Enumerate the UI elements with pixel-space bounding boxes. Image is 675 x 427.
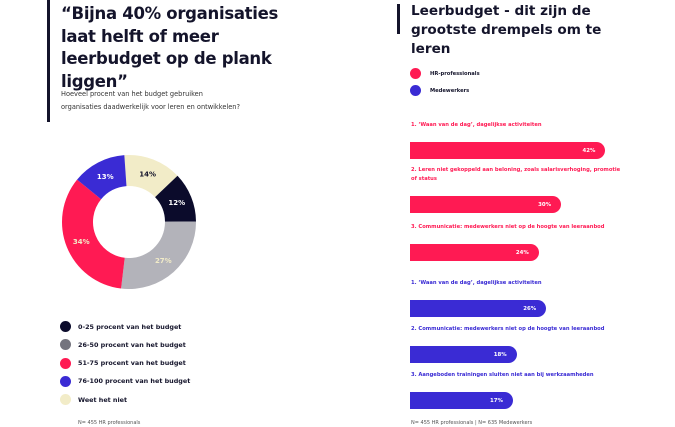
footnote-left: N= 455 HR professionals (78, 420, 141, 426)
legend-dot (60, 375, 71, 387)
legend-label: HR-professionals (430, 70, 480, 77)
legend-label: Weet het niet (78, 395, 128, 404)
bar-value: 18% (493, 351, 507, 358)
page-title-left: “Bijna 40% organisaties laat helft of me… (61, 4, 279, 91)
bar: 42% (410, 142, 606, 159)
legend-label: 0-25 procent van het budget (78, 322, 182, 331)
legend-item: 0-25 procent van het budget (60, 321, 181, 332)
legend-item: 26-50 procent van het budget (60, 339, 186, 351)
donut-label: 12% (168, 199, 185, 207)
legend-dot (60, 339, 71, 351)
legend-item: 51-75 procent van het budget (60, 357, 186, 369)
bar-value: 24% (515, 249, 529, 256)
bar-label: 1. ‘Waan van de dag’, dagelijkse activit… (411, 122, 542, 128)
donut-label: 14% (139, 170, 156, 178)
bar: 17% (410, 392, 513, 409)
accent-bar-left (47, 0, 50, 122)
donut-slice (124, 155, 178, 198)
legend-dot (60, 357, 71, 369)
page-title-right: Leerbudget - dit zijn de grootste drempe… (411, 3, 602, 57)
bar-label: 3. Aangeboden trainingen sluiten niet aa… (411, 372, 594, 378)
subtitle: Hoeveel procent van het budget gebruiken… (61, 90, 240, 111)
legend-item: 76-100 procent van het budget (60, 375, 191, 387)
legend-label: 76-100 procent van het budget (78, 377, 191, 386)
bar-label: 1. ‘Waan van de dag’, dagelijkse activit… (411, 280, 542, 286)
legend-dot (60, 321, 71, 332)
bar: 24% (410, 244, 539, 261)
donut-label: 27% (155, 257, 172, 265)
donut-label: 13% (97, 173, 114, 181)
bar-label: 3. Communicatie: medewerkers niet op de … (411, 224, 605, 230)
accent-bar-right (397, 4, 400, 34)
donut-chart: 14% 12% 27% 34% 13% (61, 155, 196, 289)
bar-value: 17% (489, 397, 503, 404)
bar-label: 2. Communicatie: medewerkers niet op de … (411, 326, 605, 332)
bar-label: 2. Leren niet gekoppeld aan beloning, zo… (411, 167, 621, 182)
bar-value: 30% (538, 201, 551, 208)
donut-slice (61, 179, 125, 289)
legend-dot (410, 85, 421, 96)
legend-dot (410, 68, 421, 79)
bar: 26% (410, 300, 547, 317)
donut-slice (155, 175, 196, 222)
donut-slice (121, 221, 196, 289)
legend-dot (60, 394, 71, 406)
legend-label: 26-50 procent van het budget (78, 340, 186, 349)
donut-slice (77, 155, 127, 200)
legend-item: Weet het niet (60, 394, 128, 406)
bar-value: 26% (523, 305, 537, 312)
legend-label: Medewerkers (430, 87, 470, 94)
bar: 30% (410, 196, 561, 213)
legend-hr: HR-professionals (410, 68, 480, 79)
legend-label: 51-75 procent van het budget (78, 359, 186, 368)
bar-value: 42% (582, 147, 596, 154)
donut-label: 34% (73, 238, 90, 246)
footnote-right: N= 455 HR professionals | N= 635 Medewer… (411, 420, 533, 426)
legend-employees: Medewerkers (410, 85, 469, 96)
bar: 18% (410, 346, 517, 363)
